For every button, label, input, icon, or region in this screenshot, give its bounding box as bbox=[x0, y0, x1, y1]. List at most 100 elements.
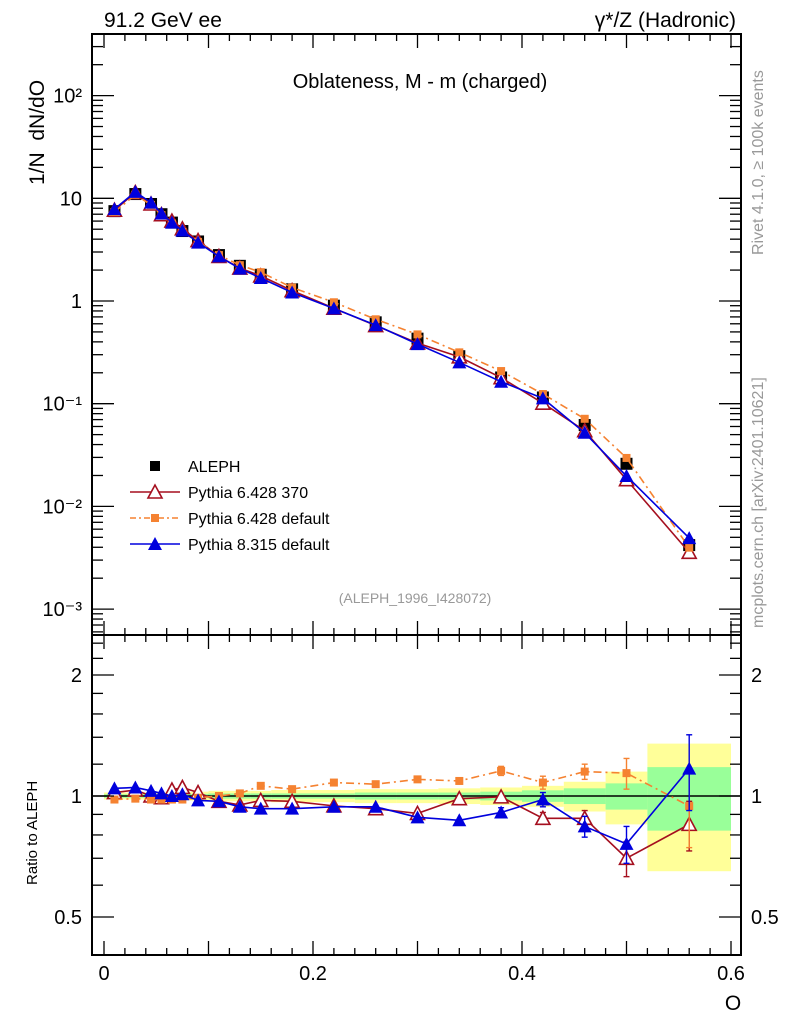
series-1-ratio-point bbox=[497, 766, 506, 775]
legend-label-0: Pythia 6.428 370 bbox=[188, 485, 308, 502]
series-2-ratio-point bbox=[285, 801, 300, 815]
series-2-point bbox=[164, 215, 179, 229]
y-tick-label: 10² bbox=[53, 86, 82, 108]
series-1-line bbox=[113, 193, 690, 549]
series-1-ratio-point bbox=[235, 789, 244, 798]
series-2-point bbox=[368, 318, 383, 332]
series-2-point bbox=[535, 391, 550, 405]
series-2-point bbox=[144, 195, 159, 209]
legend-marker-aleph bbox=[150, 461, 160, 471]
series-2-ratio-point bbox=[164, 789, 179, 802]
series-1-point bbox=[580, 414, 589, 423]
series-2-point bbox=[175, 223, 190, 237]
series-2-point bbox=[128, 184, 143, 198]
series-1-ratio-point bbox=[413, 775, 422, 784]
series-2-point bbox=[232, 261, 247, 275]
series-1-ratio-point bbox=[131, 794, 140, 803]
series-2-point bbox=[253, 271, 268, 285]
series-0-ratio-point bbox=[450, 789, 468, 806]
legend-marker-1 bbox=[151, 514, 159, 522]
series-2-ratio-point bbox=[175, 787, 190, 801]
axes: 0 0.2 0.4 0.6 10⁻³ 10⁻² 10⁻¹ 1 10 10² 0.5 0.5 1 1 2 2 bbox=[43, 33, 779, 985]
series-2-point bbox=[285, 285, 300, 299]
ratio-frame bbox=[91, 634, 742, 956]
series-0-ratio-point bbox=[492, 788, 510, 804]
series-2-ratio-point bbox=[326, 799, 341, 813]
series-2-ratio-point bbox=[128, 780, 143, 794]
y-tick-label: 10 bbox=[60, 188, 82, 210]
series-2-point bbox=[154, 206, 169, 220]
series-2-ratio-point bbox=[619, 836, 634, 850]
series-1-ratio-point bbox=[256, 781, 265, 790]
series-2-ratio-point bbox=[494, 805, 509, 819]
y-tick-label: 10⁻³ bbox=[43, 599, 83, 621]
y-tick-label: 10⁻² bbox=[43, 496, 83, 518]
series-1-point bbox=[455, 348, 464, 357]
series-1-point bbox=[622, 453, 631, 462]
ratio-y-tick-label: 1 bbox=[71, 786, 82, 808]
series-0-ratio-point bbox=[534, 809, 552, 826]
header-right: γ*/Z (Hadronic) bbox=[595, 9, 736, 32]
series-2-point bbox=[107, 202, 122, 216]
series-2-point bbox=[494, 374, 509, 388]
series-1-point bbox=[413, 330, 422, 339]
series-0-point bbox=[680, 543, 698, 560]
y-tick-label: 10⁻¹ bbox=[43, 394, 83, 416]
plot-title: Oblateness, M - m (charged) bbox=[293, 71, 548, 93]
ratio-y-axis-label: Ratio to ALEPH bbox=[24, 781, 41, 885]
series-2-point bbox=[682, 531, 697, 545]
x-tick-label: 0.6 bbox=[717, 963, 745, 985]
x-tick-label: 0.2 bbox=[299, 963, 327, 985]
series-2-point bbox=[191, 235, 206, 249]
x-tick-label: 0 bbox=[98, 963, 109, 985]
ratio-y-tick-label-right: 1 bbox=[751, 786, 762, 808]
header-left: 91.2 GeV ee bbox=[104, 9, 222, 32]
series-2-ratio-point bbox=[452, 813, 467, 827]
series-2-ratio-point bbox=[232, 799, 247, 813]
series-2-ratio-point bbox=[154, 786, 169, 800]
series-1-point bbox=[685, 543, 694, 552]
x-axis-label: O bbox=[725, 992, 741, 1015]
series-2-ratio-point bbox=[410, 810, 425, 824]
series-1-ratio-point bbox=[147, 795, 156, 804]
series-1-ratio-point bbox=[371, 780, 380, 789]
side-text-rivet: Rivet 4.1.0, ≥ 100k events bbox=[750, 70, 767, 255]
legend-label-2: Pythia 8.315 default bbox=[188, 537, 330, 554]
series-2-point bbox=[211, 249, 226, 263]
series-1-point bbox=[497, 367, 506, 376]
series-1-ratio-point bbox=[288, 785, 297, 794]
ratio-y-tick-label-right: 2 bbox=[751, 665, 762, 687]
annotation-analysis-id: (ALEPH_1996_I428072) bbox=[339, 590, 492, 606]
series-2-ratio-point bbox=[577, 819, 592, 833]
ratio-y-tick-label: 2 bbox=[71, 665, 82, 687]
series-2-point bbox=[326, 301, 341, 315]
series-2-ratio-point bbox=[253, 801, 268, 815]
series-1-ratio-point bbox=[538, 778, 547, 787]
legend-label-aleph: ALEPH bbox=[188, 459, 240, 476]
x-tick-label: 0.4 bbox=[508, 963, 536, 985]
series-2-point bbox=[577, 425, 592, 439]
series-2-ratio-point bbox=[211, 794, 226, 808]
series-2-ratio-point bbox=[107, 781, 122, 795]
series-2-point bbox=[410, 337, 425, 351]
series-1-ratio-point bbox=[455, 776, 464, 785]
side-text-mcplots: mcplots.cern.ch [arXiv:2401.10621] bbox=[750, 377, 767, 628]
legend-marker-2 bbox=[148, 537, 162, 550]
series-2-ratio-point bbox=[682, 761, 697, 775]
series-1-ratio-point bbox=[157, 795, 166, 804]
legend-label-1: Pythia 6.428 default bbox=[188, 511, 330, 528]
series-2-ratio-point bbox=[368, 799, 383, 813]
series-1-ratio-point bbox=[622, 769, 631, 778]
series-1-ratio-point bbox=[580, 767, 589, 776]
series-2-point bbox=[452, 355, 467, 369]
series-1-ratio-point bbox=[329, 778, 338, 787]
series-2-ratio-point bbox=[191, 793, 206, 807]
series-1-ratio-point bbox=[110, 795, 119, 804]
y-tick-label: 1 bbox=[71, 291, 82, 313]
ratio-y-tick-label: 0.5 bbox=[54, 907, 82, 929]
series-2-ratio-point bbox=[144, 783, 159, 797]
ratio-y-tick-label-right: 0.5 bbox=[751, 907, 779, 929]
series-2-ratio-point bbox=[535, 792, 550, 806]
y-axis-label: 1/N dN/dO bbox=[26, 80, 49, 185]
